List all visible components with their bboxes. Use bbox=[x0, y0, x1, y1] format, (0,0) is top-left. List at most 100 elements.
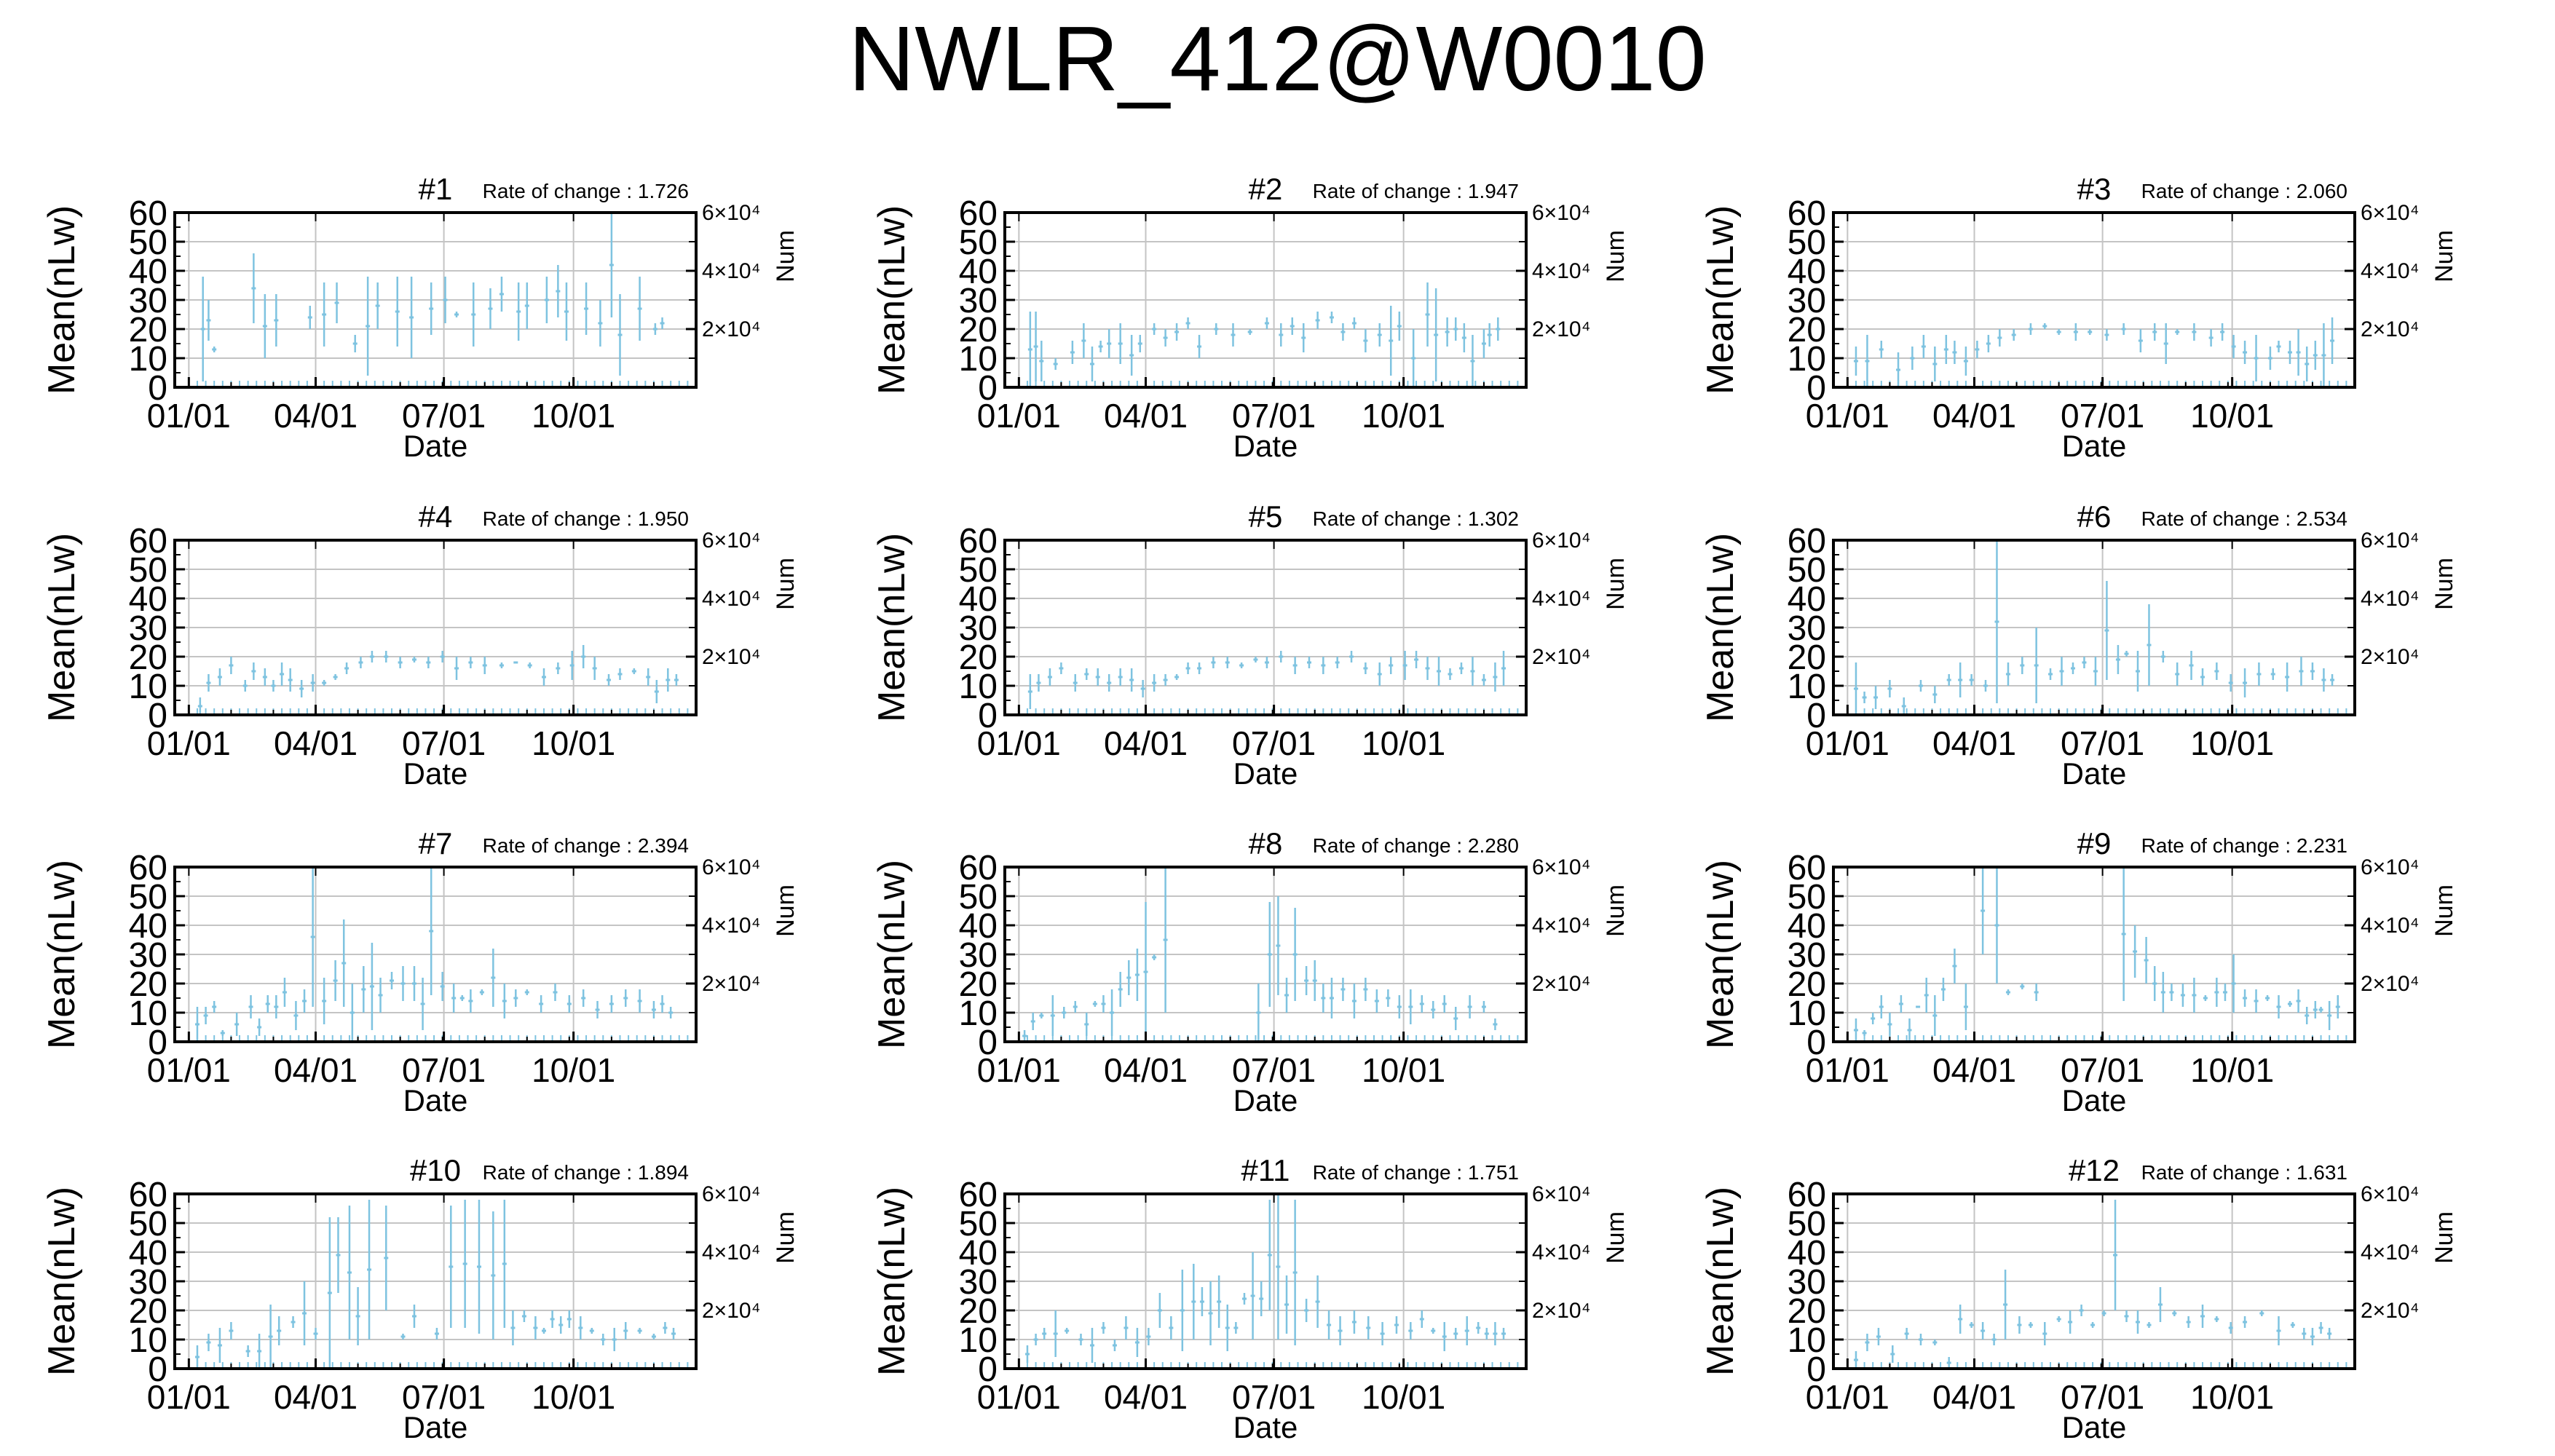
y-tick-label: 10 bbox=[959, 1321, 998, 1360]
x-tick-label: 07/01 bbox=[402, 397, 486, 435]
y-axis-label: Mean(nLw) bbox=[41, 205, 83, 395]
y-tick-label: 20 bbox=[129, 638, 167, 677]
y2-axis-label: Num bbox=[772, 1211, 799, 1264]
y-tick-label: 20 bbox=[1788, 311, 1826, 349]
y-axis-label: Mean(nLw) bbox=[871, 205, 913, 395]
y-axis-label: Mean(nLw) bbox=[41, 860, 83, 1049]
x-axis-label: Date bbox=[403, 756, 468, 791]
subplot-title: #5 bbox=[1249, 499, 1283, 534]
y-tick-label: 50 bbox=[1788, 878, 1826, 917]
subplot-title: #11 bbox=[1241, 1153, 1290, 1187]
y-tick-label: 50 bbox=[959, 878, 998, 917]
y2-tick-label: 6×10⁴ bbox=[2361, 1182, 2419, 1206]
y2-axis-label: Num bbox=[1602, 1211, 1630, 1264]
rate-of-change-label: Rate of change : 1.726 bbox=[483, 180, 689, 202]
rate-of-change-label: Rate of change : 2.394 bbox=[483, 834, 689, 857]
x-axis-label: Date bbox=[2062, 1083, 2127, 1117]
y2-tick-label: 4×10⁴ bbox=[1532, 587, 1590, 611]
y-tick-label: 30 bbox=[1788, 609, 1826, 648]
y-tick-label: 40 bbox=[959, 580, 998, 619]
x-tick-label: 01/01 bbox=[1806, 724, 1889, 762]
y2-tick-label: 6×10⁴ bbox=[2361, 529, 2419, 553]
y2-tick-label: 4×10⁴ bbox=[2361, 587, 2419, 611]
y-tick-label: 50 bbox=[129, 1205, 167, 1243]
x-tick-label: 10/01 bbox=[532, 1051, 615, 1089]
x-axis-label: Date bbox=[2062, 429, 2127, 463]
y-tick-label: 60 bbox=[959, 849, 998, 887]
y-tick-label: 30 bbox=[959, 936, 998, 975]
x-tick-label: 10/01 bbox=[532, 397, 615, 435]
y-tick-label: 0 bbox=[148, 697, 167, 735]
y2-tick-label: 4×10⁴ bbox=[2361, 1241, 2419, 1265]
y-tick-label: 0 bbox=[148, 1024, 167, 1062]
y2-tick-label: 6×10⁴ bbox=[2361, 201, 2419, 225]
x-tick-label: 01/01 bbox=[1806, 397, 1889, 435]
x-axis-label: Date bbox=[2062, 1410, 2127, 1444]
y-tick-label: 60 bbox=[1788, 1176, 1826, 1214]
y-tick-label: 10 bbox=[1788, 994, 1826, 1033]
y2-tick-label: 2×10⁴ bbox=[702, 317, 760, 341]
y-tick-label: 10 bbox=[959, 668, 998, 706]
subplot-title: #6 bbox=[2077, 499, 2112, 534]
y-tick-label: 30 bbox=[959, 1263, 998, 1302]
y-tick-label: 10 bbox=[129, 340, 167, 379]
figure-title: NWLR_412@W0010 bbox=[848, 7, 1707, 110]
y2-tick-label: 6×10⁴ bbox=[702, 855, 760, 879]
y2-tick-label: 6×10⁴ bbox=[1532, 529, 1590, 553]
y-tick-label: 60 bbox=[129, 849, 167, 887]
rate-of-change-label: Rate of change : 1.947 bbox=[1313, 180, 1519, 202]
y2-axis-label: Num bbox=[2430, 885, 2458, 937]
y2-tick-label: 4×10⁴ bbox=[1532, 1241, 1590, 1265]
y-tick-label: 30 bbox=[129, 1263, 167, 1302]
x-tick-label: 07/01 bbox=[2061, 397, 2144, 435]
y-tick-label: 20 bbox=[129, 1292, 167, 1331]
y2-axis-label: Num bbox=[1602, 558, 1630, 610]
y-tick-label: 50 bbox=[129, 878, 167, 917]
subplot-title: #2 bbox=[1249, 172, 1283, 206]
x-axis-label: Date bbox=[403, 1410, 468, 1444]
x-tick-label: 04/01 bbox=[1932, 397, 2016, 435]
y2-tick-label: 2×10⁴ bbox=[2361, 645, 2419, 669]
rate-of-change-label: Rate of change : 2.534 bbox=[2141, 507, 2347, 530]
y-tick-label: 40 bbox=[959, 907, 998, 946]
x-tick-label: 07/01 bbox=[1232, 724, 1316, 762]
x-tick-label: 10/01 bbox=[1362, 1051, 1445, 1089]
y-tick-label: 50 bbox=[959, 223, 998, 262]
subplot-title: #7 bbox=[419, 826, 453, 860]
y-tick-label: 40 bbox=[1788, 580, 1826, 619]
x-tick-label: 07/01 bbox=[2061, 724, 2144, 762]
y-tick-label: 20 bbox=[959, 965, 998, 1004]
y2-axis-label: Num bbox=[1602, 230, 1630, 282]
y2-tick-label: 2×10⁴ bbox=[2361, 1299, 2419, 1323]
y2-axis-label: Num bbox=[2430, 230, 2458, 282]
y-axis-label: Mean(nLw) bbox=[1699, 205, 1742, 395]
y-tick-label: 50 bbox=[1788, 1205, 1826, 1243]
y2-tick-label: 2×10⁴ bbox=[1532, 1299, 1590, 1323]
y-tick-label: 20 bbox=[1788, 638, 1826, 677]
x-tick-label: 07/01 bbox=[1232, 397, 1316, 435]
y2-tick-label: 4×10⁴ bbox=[702, 1241, 760, 1265]
y2-tick-label: 6×10⁴ bbox=[702, 1182, 760, 1206]
x-axis-label: Date bbox=[403, 429, 468, 463]
x-axis-label: Date bbox=[1233, 429, 1298, 463]
y-tick-label: 10 bbox=[959, 994, 998, 1033]
y-tick-label: 60 bbox=[1788, 194, 1826, 233]
x-tick-label: 07/01 bbox=[402, 1378, 486, 1416]
y-tick-label: 30 bbox=[129, 609, 167, 648]
x-axis-label: Date bbox=[2062, 756, 2127, 791]
x-tick-label: 07/01 bbox=[402, 1051, 486, 1089]
y-tick-label: 0 bbox=[978, 697, 998, 735]
y2-tick-label: 4×10⁴ bbox=[702, 259, 760, 283]
x-tick-label: 01/01 bbox=[977, 397, 1061, 435]
y-tick-label: 20 bbox=[959, 638, 998, 677]
y-axis-label: Mean(nLw) bbox=[871, 533, 913, 722]
y-tick-label: 60 bbox=[1788, 522, 1826, 561]
x-tick-label: 07/01 bbox=[2061, 1378, 2144, 1416]
y-tick-label: 30 bbox=[959, 282, 998, 320]
